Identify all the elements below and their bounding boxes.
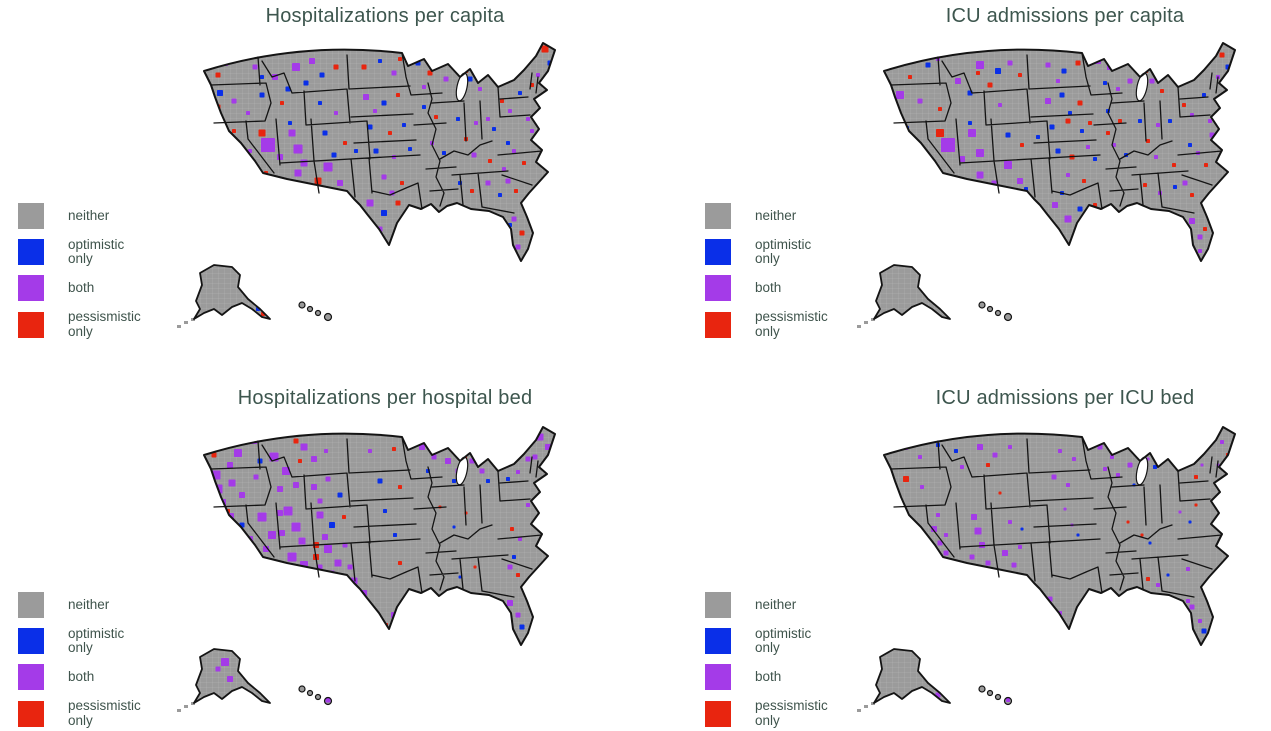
legend-item-pessimistic-only: pessismistic only: [18, 699, 168, 728]
optimistic-only-swatch: [705, 239, 731, 266]
legend-item-optimistic-only: optimistic only: [18, 236, 168, 267]
panel-icu-admissions-per-capita: ICU admissions per capita neither optimi…: [636, 0, 1271, 365]
us-county-map: [857, 426, 1236, 712]
panel-title: Hospitalizations per hospital bed: [237, 387, 533, 409]
both-swatch: [18, 664, 44, 691]
optimistic-only-swatch: [705, 628, 731, 655]
legend-label: both: [68, 280, 95, 296]
legend-label: pessismistic only: [755, 309, 828, 339]
legend-item-neither: neither: [18, 591, 168, 618]
panel-hospitalizations-per-capita: Hospitalizations per capita neither opti…: [0, 0, 636, 365]
legend-label: neither: [755, 596, 797, 612]
neither-swatch: [18, 591, 44, 618]
legend: neither optimistic only both pessismisti…: [18, 202, 168, 339]
us-county-map: [177, 42, 556, 328]
legend-label: neither: [755, 207, 797, 223]
panel-icu-admissions-per-icu-bed: ICU admissions per ICU bed neither optim…: [636, 365, 1271, 731]
both-swatch: [18, 275, 44, 302]
legend-item-pessimistic-only: pessismistic only: [18, 310, 168, 339]
optimistic-only-swatch: [18, 239, 44, 266]
legend-item-both: both: [18, 275, 168, 302]
neither-swatch: [705, 202, 731, 229]
pessimistic-only-swatch: [18, 311, 44, 338]
legend-item-pessimistic-only: pessismistic only: [705, 310, 855, 339]
panel-title: Hospitalizations per capita: [265, 5, 505, 27]
legend-item-both: both: [18, 664, 168, 691]
legend-item-neither: neither: [705, 591, 855, 618]
legend-item-both: both: [705, 664, 855, 691]
legend-label: optimistic only: [68, 625, 125, 656]
pessimistic-only-swatch: [705, 700, 731, 727]
us-county-map: [857, 42, 1236, 328]
legend-label: pessismistic only: [68, 698, 141, 728]
both-swatch: [705, 664, 731, 691]
us-county-map: [177, 426, 556, 712]
legend-item-neither: neither: [18, 202, 168, 229]
legend-item-optimistic-only: optimistic only: [705, 625, 855, 656]
legend: neither optimistic only both pessismisti…: [705, 202, 855, 339]
legend-item-neither: neither: [705, 202, 855, 229]
pessimistic-only-swatch: [705, 311, 731, 338]
legend-label: both: [755, 280, 782, 296]
pessimistic-only-swatch: [18, 700, 44, 727]
panel-title: ICU admissions per ICU bed: [935, 387, 1195, 409]
legend-label: optimistic only: [68, 236, 125, 267]
panel-hospitalizations-per-hospital-bed: Hospitalizations per hospital bed neithe…: [0, 365, 636, 731]
neither-swatch: [18, 202, 44, 229]
optimistic-only-swatch: [18, 628, 44, 655]
legend-item-both: both: [705, 275, 855, 302]
legend-label: pessismistic only: [755, 698, 828, 728]
legend-label: optimistic only: [755, 236, 812, 267]
panel-title: ICU admissions per capita: [945, 5, 1185, 27]
legend-item-pessimistic-only: pessismistic only: [705, 699, 855, 728]
legend-item-optimistic-only: optimistic only: [705, 236, 855, 267]
legend-label: neither: [68, 207, 110, 223]
both-swatch: [705, 275, 731, 302]
neither-swatch: [705, 591, 731, 618]
legend-label: both: [68, 669, 95, 685]
legend-label: neither: [68, 596, 110, 612]
legend-label: both: [755, 669, 782, 685]
legend: neither optimistic only both pessismisti…: [18, 591, 168, 728]
legend-label: pessismistic only: [68, 309, 141, 339]
legend: neither optimistic only both pessismisti…: [705, 591, 855, 728]
legend-label: optimistic only: [755, 625, 812, 656]
legend-item-optimistic-only: optimistic only: [18, 625, 168, 656]
